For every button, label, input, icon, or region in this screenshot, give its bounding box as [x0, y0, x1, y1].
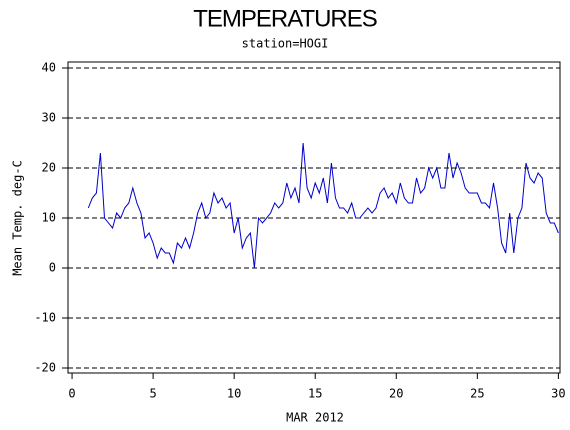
- x-axis-label: MAR 2012: [286, 411, 344, 425]
- chart-title: TEMPERATURES: [193, 5, 377, 32]
- x-tick-label: 0: [68, 387, 75, 401]
- x-tick-label: 30: [551, 387, 565, 401]
- y-tick-label: -10: [34, 311, 56, 325]
- y-tick-label: 30: [42, 111, 56, 125]
- x-tick-label: 15: [308, 387, 322, 401]
- x-tick-label: 10: [227, 387, 241, 401]
- y-tick-label: 40: [42, 61, 56, 75]
- y-tick-label: 20: [42, 161, 56, 175]
- y-axis-label: Mean Temp. deg-C: [11, 160, 25, 276]
- chart-subtitle: station=HOGI: [242, 37, 329, 51]
- y-tick-label: 10: [42, 211, 56, 225]
- y-tick-label: -20: [34, 361, 56, 375]
- temperature-line: [87, 142, 559, 269]
- y-tick-label: 0: [49, 261, 56, 275]
- x-tick-label: 5: [149, 387, 156, 401]
- x-tick-label: 20: [389, 387, 403, 401]
- x-tick-label: 25: [470, 387, 484, 401]
